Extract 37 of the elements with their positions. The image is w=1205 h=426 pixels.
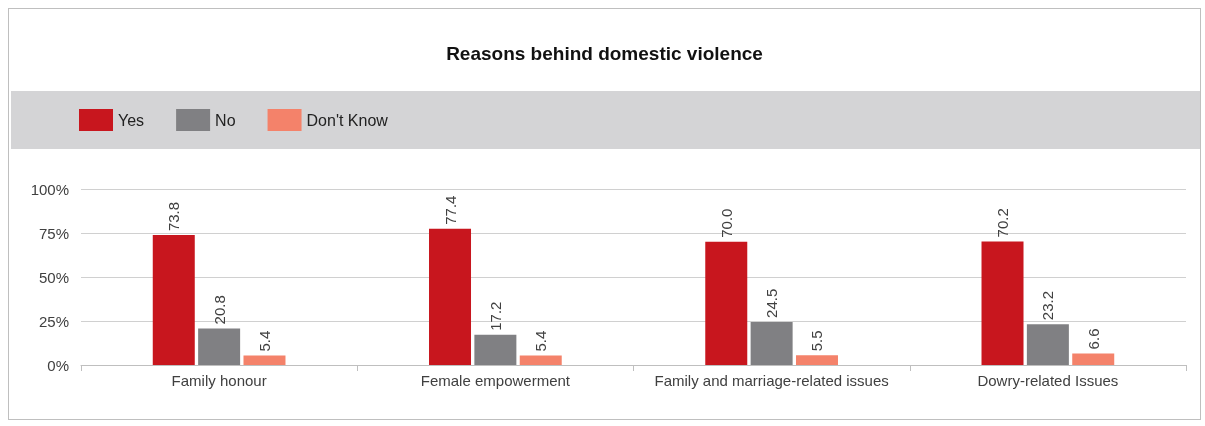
- data-label: 70.2: [994, 208, 1012, 238]
- chart-title: Reasons behind domestic violence: [446, 43, 763, 64]
- data-label: 5.4: [255, 330, 273, 352]
- data-label: 6.6: [1084, 328, 1102, 350]
- y-tick-label: 0%: [47, 356, 69, 374]
- bar: [152, 235, 195, 365]
- legend-label: Yes: [118, 111, 145, 129]
- y-tick-label: 75%: [38, 224, 69, 242]
- data-label: 23.2: [1039, 290, 1057, 321]
- bar: [1072, 353, 1115, 365]
- data-label: 70.0: [717, 208, 735, 238]
- legend-label: Don't Know: [306, 111, 389, 129]
- y-tick-label: 50%: [38, 268, 69, 286]
- bar: [981, 241, 1024, 365]
- data-label: 5.4: [532, 330, 550, 352]
- legend-label: No: [215, 111, 236, 129]
- data-label: 17.2: [486, 301, 504, 331]
- bar: [198, 328, 241, 365]
- x-tick-label: Family honour: [171, 372, 267, 389]
- bar: [795, 355, 838, 365]
- y-tick-label: 25%: [38, 312, 69, 330]
- data-label: 20.8: [210, 295, 228, 325]
- x-tick-label: Female empowerment: [420, 372, 571, 389]
- y-tick-label: 100%: [30, 180, 69, 198]
- bar: [429, 228, 472, 365]
- data-label: 24.5: [763, 288, 781, 318]
- bar: [519, 355, 562, 365]
- bar: [243, 355, 286, 365]
- x-tick-label: Family and marriage-related issues: [654, 372, 889, 389]
- bar: [705, 241, 748, 365]
- data-label: 5.5: [808, 330, 826, 352]
- data-label: 77.4: [441, 195, 459, 225]
- bar: [750, 321, 793, 365]
- data-label: 73.8: [165, 201, 183, 232]
- bar: [1026, 324, 1069, 365]
- x-tick-label: Dowry-related Issues: [977, 372, 1119, 389]
- bar: [474, 334, 517, 365]
